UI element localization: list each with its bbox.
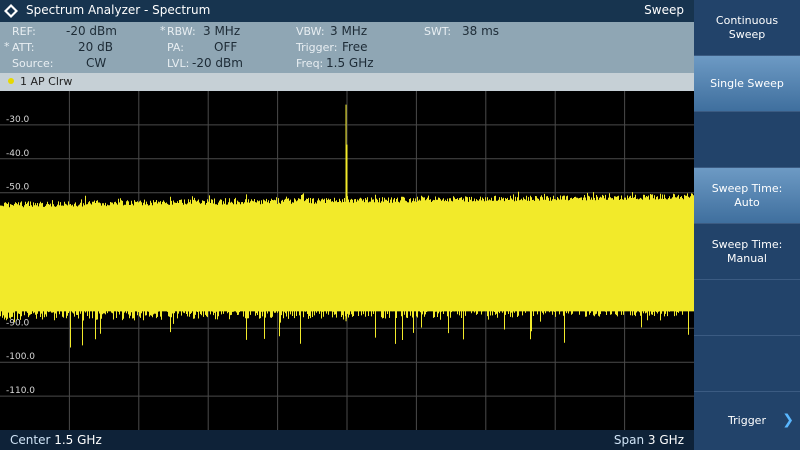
parameter-panel[interactable]: REF: -20 dBm * ATT: 20 dB Source: CW * R…	[0, 22, 694, 73]
center-label: Center	[10, 433, 51, 447]
att-star: *	[4, 40, 10, 53]
softkey-panel: Continuous Sweep Single Sweep Sweep Time…	[694, 0, 800, 450]
y-tick-label: -40.0	[6, 149, 30, 159]
source-value: CW	[86, 56, 107, 70]
title-bar: Spectrum Analyzer - Spectrum Sweep	[0, 0, 694, 22]
softkey-blank-1[interactable]	[694, 112, 800, 168]
y-tick-label: -100.0	[6, 352, 35, 362]
softkey-sweep-time-manual[interactable]: Sweep Time: Manual	[694, 224, 800, 280]
status-footer: Center 1.5 GHz Span 3 GHz	[0, 430, 694, 450]
lvl-label: LVL:	[167, 57, 190, 70]
swt-label: SWT:	[424, 25, 452, 38]
center-frequency[interactable]: Center 1.5 GHz	[10, 433, 102, 447]
softkey-single-sweep[interactable]: Single Sweep	[694, 56, 800, 112]
trace-info-bar: 1 AP Clrw	[0, 73, 694, 91]
softkey-continuous-sweep[interactable]: Continuous Sweep	[694, 0, 800, 56]
att-value: 20 dB	[78, 40, 113, 54]
trigger-label: Trigger:	[296, 41, 338, 54]
chevron-right-icon: ❯	[782, 412, 794, 428]
app-title: Spectrum Analyzer - Spectrum	[26, 3, 211, 17]
pa-label: PA:	[167, 41, 184, 54]
trace-1-line	[0, 104, 694, 348]
vbw-label: VBW:	[296, 25, 325, 38]
freq-label: Freq:	[296, 57, 324, 70]
rbw-value: 3 MHz	[203, 24, 241, 38]
att-label: ATT:	[12, 41, 35, 54]
ref-value: -20 dBm	[66, 24, 117, 38]
softkey-label: Continuous Sweep	[715, 13, 779, 41]
softkey-label: Single Sweep	[710, 76, 784, 90]
y-tick-label: -30.0	[6, 115, 30, 125]
span-label: Span	[613, 433, 645, 447]
rs-logo-icon	[4, 4, 18, 18]
rbw-star: *	[160, 24, 166, 37]
center-value: 1.5 GHz	[54, 433, 102, 447]
softkey-blank-3[interactable]	[694, 336, 800, 392]
source-label: Source:	[12, 57, 54, 70]
y-tick-label: -110.0	[6, 386, 35, 396]
swt-value: 38 ms	[462, 24, 500, 38]
softkey-label: Trigger	[728, 414, 766, 427]
panel-title: Sweep	[644, 3, 684, 17]
trigger-value: Free	[342, 40, 368, 54]
trace-color-icon	[8, 78, 14, 84]
span-value: 3 GHz	[647, 433, 684, 447]
rbw-label: RBW:	[167, 25, 196, 38]
lvl-value: -20 dBm	[192, 56, 243, 70]
spectrum-plot[interactable]: -30.0-40.0-50.0-60.0-70.0-80.0-90.0-100.…	[0, 91, 694, 430]
pa-value: OFF	[214, 40, 238, 54]
y-tick-label: -50.0	[6, 183, 30, 193]
softkey-label: Sweep Time: Auto	[711, 181, 783, 209]
softkey-label: Sweep Time: Manual	[711, 237, 783, 265]
softkey-sweep-time-auto[interactable]: Sweep Time: Auto	[694, 168, 800, 224]
vbw-value: 3 MHz	[330, 24, 368, 38]
softkey-trigger[interactable]: Trigger ❯	[694, 392, 800, 450]
y-tick-label: -90.0	[6, 318, 30, 328]
softkey-blank-2[interactable]	[694, 280, 800, 336]
span-frequency[interactable]: Span 3 GHz	[614, 433, 684, 447]
trace-label: 1 AP Clrw	[20, 75, 73, 88]
ref-label: REF:	[12, 25, 36, 38]
spectrum-chart[interactable]: -30.0-40.0-50.0-60.0-70.0-80.0-90.0-100.…	[0, 91, 694, 430]
freq-value: 1.5 GHz	[326, 56, 374, 70]
